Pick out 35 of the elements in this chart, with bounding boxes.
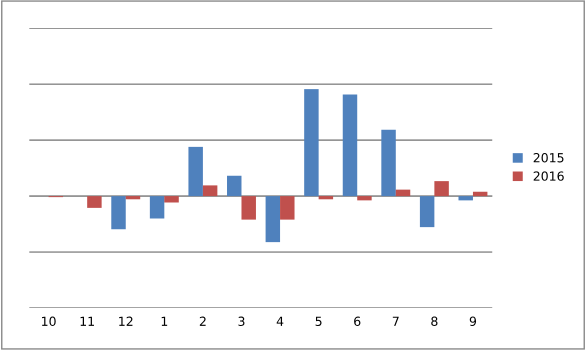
bar — [150, 196, 164, 219]
bar — [396, 190, 410, 196]
bar — [280, 196, 295, 220]
bar — [227, 176, 242, 196]
x-tick-label: 8 — [431, 316, 438, 326]
bar — [318, 196, 334, 200]
x-tick-label: 10 — [42, 316, 56, 326]
legend-label: 2016 — [534, 171, 564, 181]
bar — [266, 196, 280, 242]
x-tick-label: 9 — [470, 316, 476, 326]
bar — [357, 196, 372, 200]
x-tick-label: 4 — [276, 316, 284, 326]
bar — [304, 89, 319, 196]
bar — [188, 146, 203, 196]
bar — [458, 196, 473, 200]
x-tick-label: 6 — [354, 316, 360, 326]
x-tick-label: 3 — [238, 316, 244, 326]
x-tick-label: 11 — [80, 316, 94, 326]
legend-label: 2015 — [534, 153, 564, 162]
x-tick-label: 12 — [119, 316, 132, 326]
x-tick-label: 5 — [316, 316, 322, 326]
bar — [342, 94, 358, 196]
bar — [87, 196, 102, 208]
bar — [164, 196, 179, 203]
bar — [111, 196, 126, 230]
bar — [434, 181, 449, 196]
bar — [420, 196, 434, 228]
bar — [202, 185, 218, 196]
bar — [241, 196, 256, 220]
bar — [472, 192, 488, 196]
x-tick-label: 1 — [162, 316, 168, 326]
x-tick-label: 2 — [200, 316, 206, 326]
bar — [381, 130, 396, 196]
x-tick-label: 7 — [392, 316, 399, 326]
bar — [126, 196, 140, 200]
